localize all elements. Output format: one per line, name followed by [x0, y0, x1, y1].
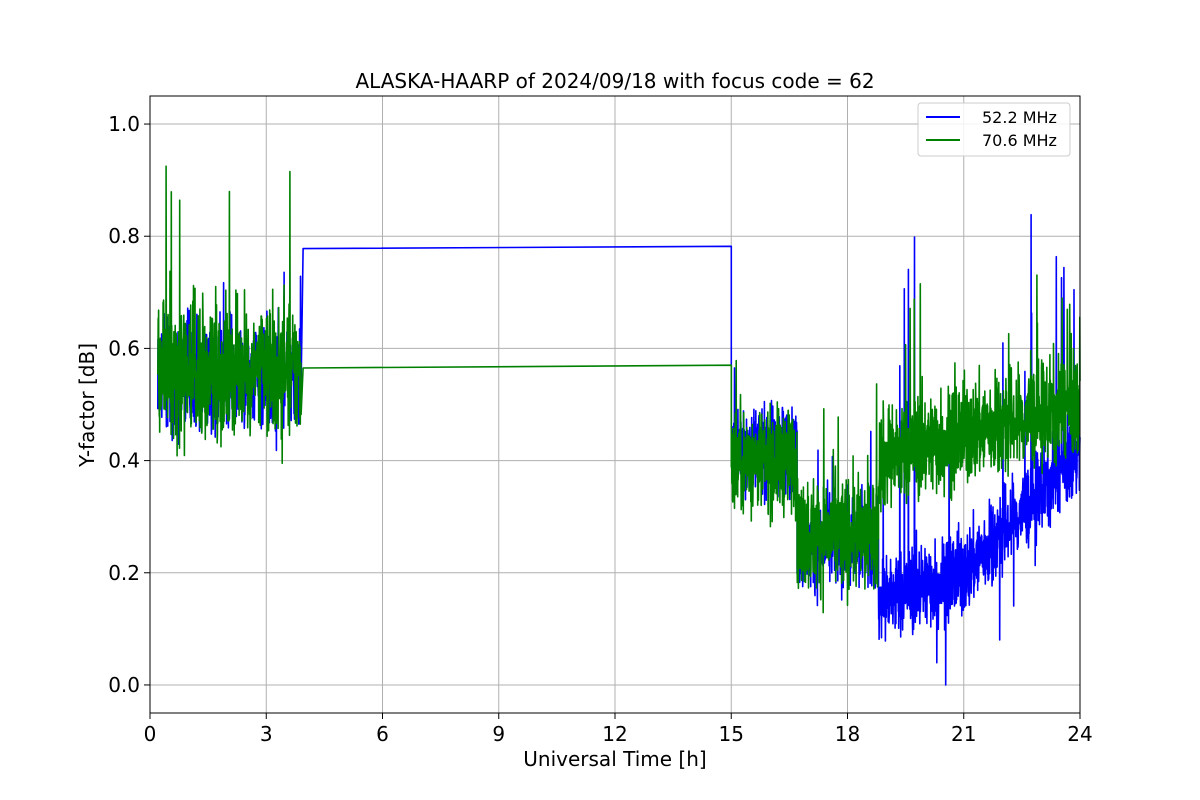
chart-title: ALASKA-HAARP of 2024/09/18 with focus co…: [355, 69, 874, 93]
x-tick-label: 3: [260, 722, 273, 746]
x-tick-label: 12: [602, 722, 627, 746]
x-tick-label: 9: [492, 722, 505, 746]
x-tick-label: 18: [835, 722, 860, 746]
y-tick-label: 0.0: [108, 673, 140, 697]
legend: 52.2 MHz 70.6 MHz: [917, 102, 1071, 157]
y-tick-label: 0.8: [108, 224, 140, 248]
series-layer: [157, 165, 1081, 686]
axis-ticks: 0 3 6 9 12 15 18 21 24 0.0 0.2 0.4 0.6 0.8 1.0: [108, 112, 1093, 746]
x-tick-label: 15: [719, 722, 744, 746]
x-axis-label: Universal Time [h]: [523, 747, 706, 771]
y-tick-label: 0.6: [108, 336, 140, 360]
legend-label-70mhz: 70.6 MHz: [982, 131, 1057, 150]
x-tick-label: 21: [951, 722, 976, 746]
y-tick-label: 0.4: [108, 449, 140, 473]
series-line-70mhz: [157, 165, 1081, 614]
y-tick-label: 1.0: [108, 112, 140, 136]
x-tick-label: 24: [1067, 722, 1092, 746]
legend-label-52mhz: 52.2 MHz: [982, 108, 1057, 127]
y-axis-label: Y-factor [dB]: [75, 343, 99, 468]
x-tick-label: 0: [144, 722, 157, 746]
y-tick-label: 0.2: [108, 561, 140, 585]
x-tick-label: 6: [376, 722, 389, 746]
